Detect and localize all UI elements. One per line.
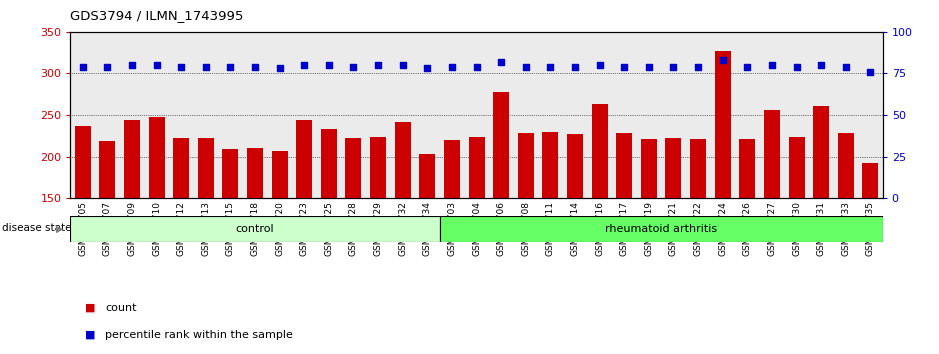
Point: [125, 62, 140, 68]
Point: [764, 62, 779, 68]
Point: [321, 62, 336, 68]
Point: [198, 64, 213, 70]
Point: [740, 64, 755, 70]
Point: [346, 64, 361, 70]
Text: ■: ■: [85, 330, 95, 339]
Point: [470, 64, 485, 70]
Bar: [420, 154, 436, 198]
Bar: [666, 137, 682, 198]
Bar: [370, 137, 386, 198]
Point: [863, 69, 878, 75]
Bar: [715, 51, 731, 198]
Text: count: count: [105, 303, 137, 313]
Bar: [346, 138, 362, 198]
Point: [444, 64, 459, 70]
Bar: [247, 148, 263, 198]
Point: [494, 59, 509, 65]
Point: [690, 64, 705, 70]
Bar: [296, 120, 313, 198]
Point: [813, 62, 828, 68]
Point: [789, 64, 804, 70]
Bar: [789, 137, 805, 198]
Bar: [493, 92, 509, 198]
Point: [567, 64, 582, 70]
Point: [174, 64, 189, 70]
Text: ▶: ▶: [56, 223, 64, 233]
Text: disease state: disease state: [2, 223, 71, 233]
Point: [641, 64, 656, 70]
Bar: [223, 149, 239, 198]
Bar: [813, 106, 829, 198]
Bar: [271, 151, 287, 198]
Bar: [173, 138, 189, 198]
Bar: [543, 132, 559, 198]
Point: [395, 62, 410, 68]
Point: [75, 64, 90, 70]
Bar: [690, 139, 706, 198]
Point: [272, 65, 287, 71]
Text: GDS3794 / ILMN_1743995: GDS3794 / ILMN_1743995: [70, 9, 244, 22]
Point: [248, 64, 263, 70]
Text: rheumatoid arthritis: rheumatoid arthritis: [605, 224, 717, 234]
Point: [593, 62, 608, 68]
Point: [420, 65, 435, 71]
Bar: [616, 132, 632, 198]
Point: [223, 64, 238, 70]
Text: ■: ■: [85, 303, 95, 313]
Text: percentile rank within the sample: percentile rank within the sample: [105, 330, 293, 339]
Bar: [70, 216, 439, 242]
Bar: [469, 137, 485, 198]
Point: [543, 64, 558, 70]
Bar: [198, 138, 214, 198]
Bar: [640, 139, 657, 198]
Bar: [517, 132, 533, 198]
Point: [839, 64, 854, 70]
Bar: [862, 163, 878, 198]
Point: [716, 57, 731, 63]
Bar: [592, 104, 608, 198]
Point: [617, 64, 632, 70]
Point: [297, 62, 312, 68]
Text: control: control: [236, 224, 274, 234]
Bar: [124, 120, 140, 198]
Bar: [394, 122, 410, 198]
Bar: [321, 129, 337, 198]
Bar: [444, 140, 460, 198]
Bar: [100, 141, 115, 198]
Bar: [764, 110, 780, 198]
Bar: [739, 139, 755, 198]
Bar: [148, 117, 164, 198]
Point: [371, 62, 386, 68]
Point: [149, 62, 164, 68]
Point: [100, 64, 115, 70]
Bar: [567, 134, 583, 198]
Point: [518, 64, 533, 70]
Bar: [75, 126, 91, 198]
Bar: [838, 133, 854, 198]
Bar: [439, 216, 883, 242]
Point: [666, 64, 681, 70]
